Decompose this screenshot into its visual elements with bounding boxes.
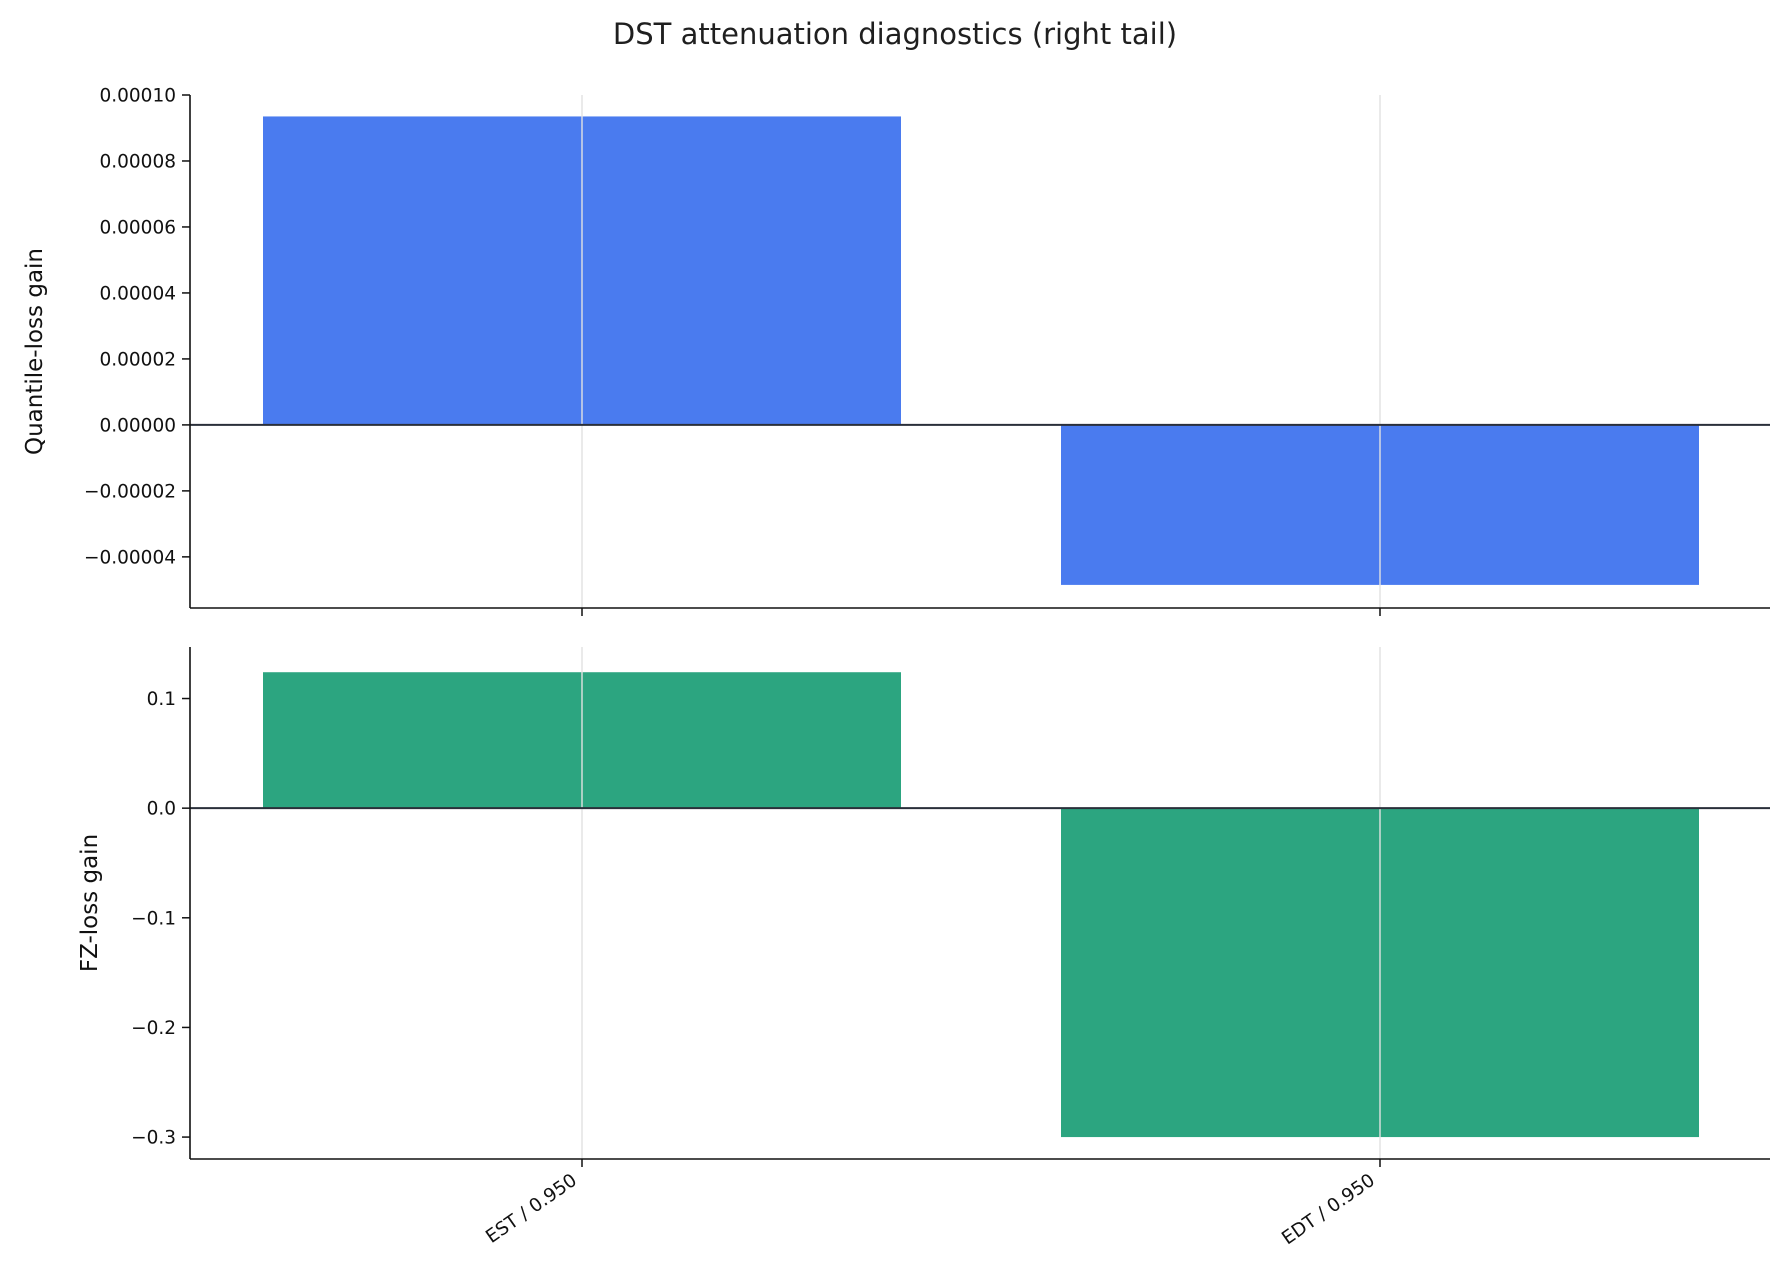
y-axis-label: FZ-loss gain [77,834,103,972]
x-tick-label-1: EDT / 0.950 [1278,1170,1379,1249]
x-tick-label-0: EST / 0.950 [482,1170,581,1248]
y-tick-label: 0.00008 [99,151,176,172]
y-tick-label: 0.00002 [99,349,176,370]
y-tick-label: 0.00004 [99,283,176,304]
y-tick-label: 0.00000 [99,415,176,436]
y-tick-label: −0.1 [131,908,176,929]
y-tick-label: 0.0 [147,799,176,820]
y-tick-label: 0.1 [147,689,176,710]
y-tick-label: 0.00010 [99,86,176,107]
fz-loss-panel: −0.3 −0.2 −0.1 0.0 0.1 EST / 0.950 EDT / 0.950… [77,647,1770,1249]
chart-title: DST attenuation diagnostics (right tail) [613,17,1177,51]
y-tick-label: −0.00004 [84,547,176,568]
y-tick-label: 0.00006 [99,217,176,238]
y-tick-label: −0.00002 [84,481,176,502]
y-tick-label: −0.2 [131,1018,176,1039]
y-axis-label: Quantile-loss gain [22,248,48,455]
y-tick-label: −0.3 [131,1128,176,1149]
quantile-loss-panel: −0.00004 −0.00002 0.00000 0.00002 0.00004 0.0… [22,86,1770,616]
